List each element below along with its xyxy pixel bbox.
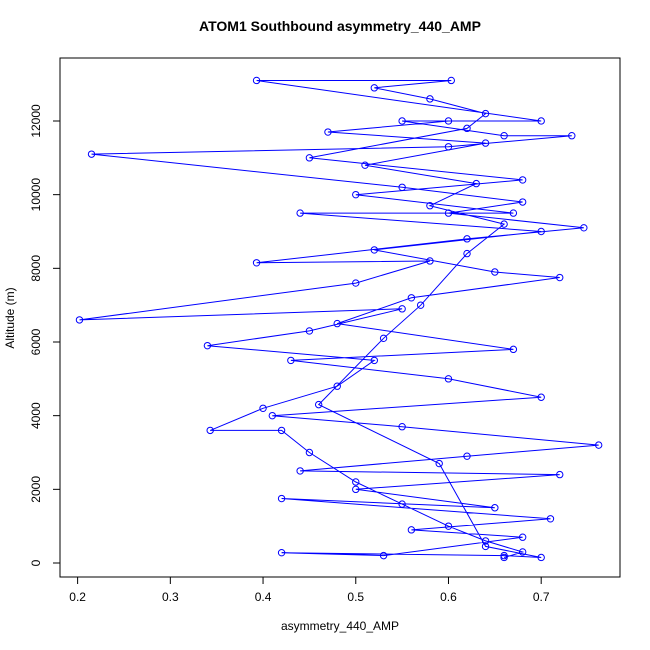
point (537, 117, 545, 125)
point (518, 548, 527, 556)
point (277, 548, 286, 557)
point (556, 273, 564, 282)
point (206, 426, 214, 435)
point (481, 109, 490, 118)
point (518, 176, 527, 184)
point (491, 268, 499, 276)
point (398, 423, 406, 431)
point (398, 183, 406, 191)
point (296, 209, 304, 217)
point (426, 95, 434, 103)
x-tick-label: 0.5 (347, 590, 364, 604)
series-line (79, 80, 599, 558)
point (594, 441, 603, 449)
point (556, 470, 564, 479)
point (379, 334, 388, 343)
y-tick-label: 10000 (29, 178, 43, 212)
point (509, 345, 518, 354)
point (203, 341, 212, 350)
point (259, 404, 267, 412)
point (407, 526, 416, 534)
point (500, 220, 508, 228)
point (416, 301, 425, 309)
point (75, 316, 84, 324)
point (87, 150, 96, 158)
point (546, 515, 555, 523)
point (277, 426, 286, 435)
point (447, 76, 455, 85)
point (435, 459, 443, 468)
y-tick-label: 12000 (29, 104, 43, 138)
point (444, 143, 453, 151)
point (537, 393, 545, 401)
point (305, 327, 314, 335)
x-tick-label: 0.7 (533, 590, 550, 604)
point (463, 249, 471, 258)
chart-title: ATOM1 Southbound asymmetry_440_AMP (199, 18, 481, 34)
point (352, 279, 360, 287)
y-tick-label: 2000 (29, 476, 43, 503)
point (352, 478, 360, 486)
point (333, 382, 341, 390)
point (444, 117, 453, 125)
point (481, 537, 490, 545)
point (333, 319, 341, 328)
point (407, 294, 416, 302)
y-tick-label: 0 (29, 559, 43, 566)
point (305, 448, 314, 457)
point (324, 128, 332, 136)
point (314, 400, 323, 409)
point (370, 356, 379, 365)
point (500, 132, 508, 140)
point (287, 356, 295, 365)
point (537, 553, 545, 562)
point (518, 533, 527, 541)
point (500, 551, 508, 560)
y-tick-label: 8000 (29, 255, 43, 282)
point (426, 257, 434, 265)
point (472, 179, 480, 188)
point (518, 198, 527, 206)
point (277, 494, 286, 503)
point (444, 209, 453, 217)
point (370, 246, 379, 254)
point (352, 190, 360, 199)
x-tick-label: 0.4 (255, 590, 272, 604)
y-tick-label: 6000 (29, 328, 43, 355)
point (305, 154, 314, 162)
point (398, 305, 406, 313)
y-tick-label: 4000 (29, 402, 43, 429)
x-axis-title: asymmetry_440_AMP (281, 619, 399, 633)
point (370, 84, 379, 92)
point (426, 202, 434, 210)
point (352, 485, 360, 494)
point (509, 209, 518, 217)
point (252, 76, 261, 85)
point (398, 117, 406, 125)
point (537, 227, 545, 236)
point (398, 500, 406, 508)
point (463, 452, 471, 460)
x-tick-label: 0.3 (162, 590, 179, 604)
point (252, 259, 261, 267)
point (296, 467, 304, 475)
x-tick-label: 0.2 (69, 590, 86, 604)
point (268, 411, 277, 420)
point (463, 235, 471, 243)
point (444, 522, 453, 530)
point (444, 375, 453, 383)
x-tick-label: 0.6 (440, 590, 457, 604)
point (481, 139, 490, 147)
point (361, 161, 369, 169)
point (463, 124, 471, 133)
point (580, 224, 588, 232)
point (379, 551, 388, 560)
y-axis-title: Altitude (m) (3, 287, 17, 348)
point (491, 504, 499, 512)
point (568, 132, 576, 140)
point (481, 542, 490, 551)
